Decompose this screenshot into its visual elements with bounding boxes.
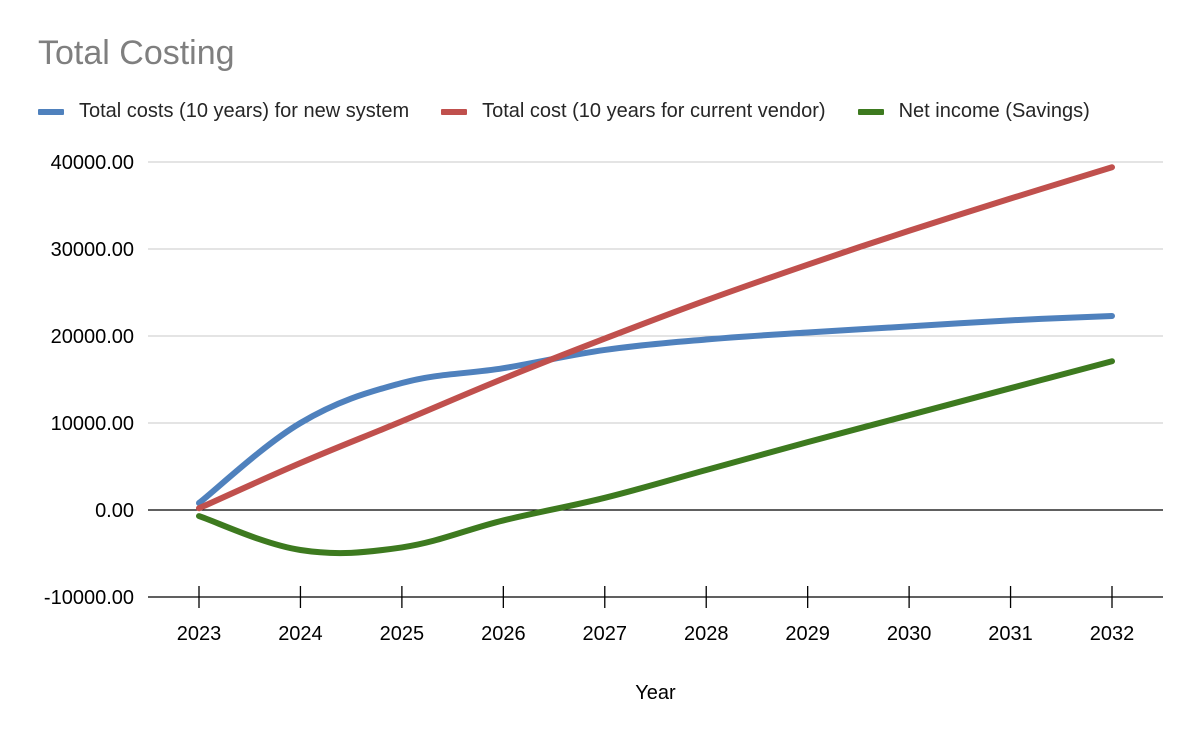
x-tick-label: 2031 xyxy=(988,623,1033,645)
legend-item-current-vendor: Total cost (10 years for current vendor) xyxy=(441,100,826,123)
x-tick-label: 2023 xyxy=(177,623,222,645)
legend-label-current-vendor: Total cost (10 years for current vendor) xyxy=(482,100,826,122)
legend-item-net-income: Net income (Savings) xyxy=(857,100,1090,123)
series-line-net-income xyxy=(196,358,1115,557)
legend-swatch-new-system xyxy=(38,108,64,115)
x-tick-label: 2026 xyxy=(481,623,526,645)
x-axis-title: Year xyxy=(635,682,676,704)
y-tick-label: -10000.00 xyxy=(44,587,134,609)
x-tick-label: 2029 xyxy=(785,623,830,645)
legend-item-new-system: Total costs (10 years) for new system xyxy=(38,100,409,123)
legend-swatch-net-income xyxy=(857,108,884,115)
x-tick-label: 2032 xyxy=(1090,623,1135,645)
x-tick-label: 2025 xyxy=(380,623,425,645)
x-tick-label: 2030 xyxy=(887,623,932,645)
chart-legend: Total costs (10 years) for new system To… xyxy=(38,100,1090,123)
legend-label-new-system: Total costs (10 years) for new system xyxy=(79,100,410,122)
x-tick-label: 2024 xyxy=(278,623,323,645)
x-tick-label: 2028 xyxy=(684,623,729,645)
y-tick-label: 40000.00 xyxy=(51,152,134,174)
series-line-new-system xyxy=(196,312,1115,507)
legend-swatch-current-vendor xyxy=(441,108,468,115)
legend-label-net-income: Net income (Savings) xyxy=(898,100,1090,122)
y-tick-label: 10000.00 xyxy=(51,413,134,435)
y-tick-label: 0.00 xyxy=(95,500,134,522)
chart-title: Total Costing xyxy=(38,34,235,72)
x-tick-label: 2027 xyxy=(583,623,628,645)
y-tick-label: 20000.00 xyxy=(51,326,134,348)
y-tick-label: 30000.00 xyxy=(51,239,134,261)
series-line-current-vendor xyxy=(196,164,1115,512)
